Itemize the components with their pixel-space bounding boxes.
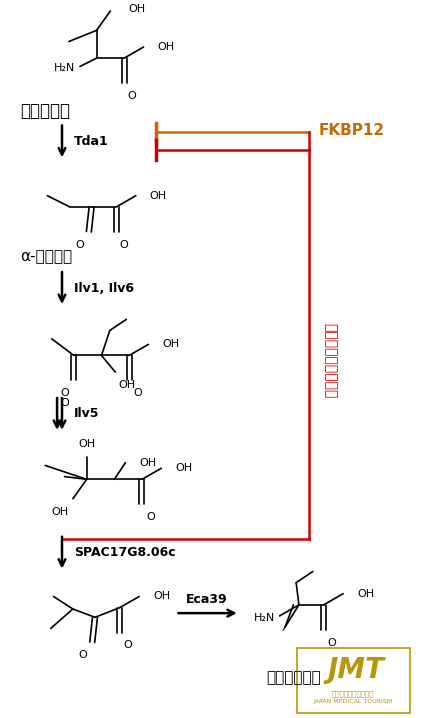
Text: OH: OH	[139, 457, 156, 467]
Text: O: O	[146, 512, 154, 522]
Text: OH: OH	[175, 463, 192, 473]
Text: H₂N: H₂N	[54, 63, 75, 73]
Text: SPAC17G8.06c: SPAC17G8.06c	[74, 546, 175, 559]
Text: Tda1: Tda1	[74, 135, 108, 148]
Text: OH: OH	[52, 507, 69, 517]
Text: OH: OH	[118, 380, 135, 390]
Text: 日本医療観光株式会社: 日本医療観光株式会社	[331, 690, 374, 696]
Text: OH: OH	[153, 592, 170, 602]
Text: イソロイシン: イソロイシン	[266, 670, 321, 685]
Text: O: O	[78, 651, 87, 661]
Text: α-ケト酪酸: α-ケト酪酸	[21, 249, 73, 264]
Text: Eca39: Eca39	[186, 593, 227, 606]
Text: OH: OH	[78, 439, 95, 449]
Text: スレオニン: スレオニン	[21, 102, 71, 120]
Text: O: O	[60, 398, 69, 409]
Text: OH: OH	[157, 42, 174, 52]
Text: O: O	[60, 388, 69, 398]
Text: JAPAN MEDICAL TOURISM: JAPAN MEDICAL TOURISM	[313, 699, 392, 704]
Text: OH: OH	[162, 340, 179, 350]
Text: O: O	[327, 638, 336, 648]
Text: OH: OH	[356, 589, 373, 599]
Text: OH: OH	[149, 191, 166, 201]
Text: OH: OH	[128, 4, 145, 14]
Text: Ilv1, Ilv6: Ilv1, Ilv6	[74, 281, 134, 294]
Text: Ilv5: Ilv5	[74, 407, 99, 421]
Text: JMT: JMT	[327, 656, 384, 684]
Text: O: O	[119, 240, 128, 250]
Text: O: O	[133, 388, 141, 398]
Text: フィードバック阻害: フィードバック阻害	[323, 322, 337, 398]
Text: O: O	[75, 240, 84, 250]
Text: O: O	[123, 640, 132, 651]
Text: H₂N: H₂N	[253, 613, 274, 623]
Text: O: O	[127, 91, 135, 101]
FancyBboxPatch shape	[296, 648, 409, 713]
Text: FKBP12: FKBP12	[318, 123, 384, 138]
